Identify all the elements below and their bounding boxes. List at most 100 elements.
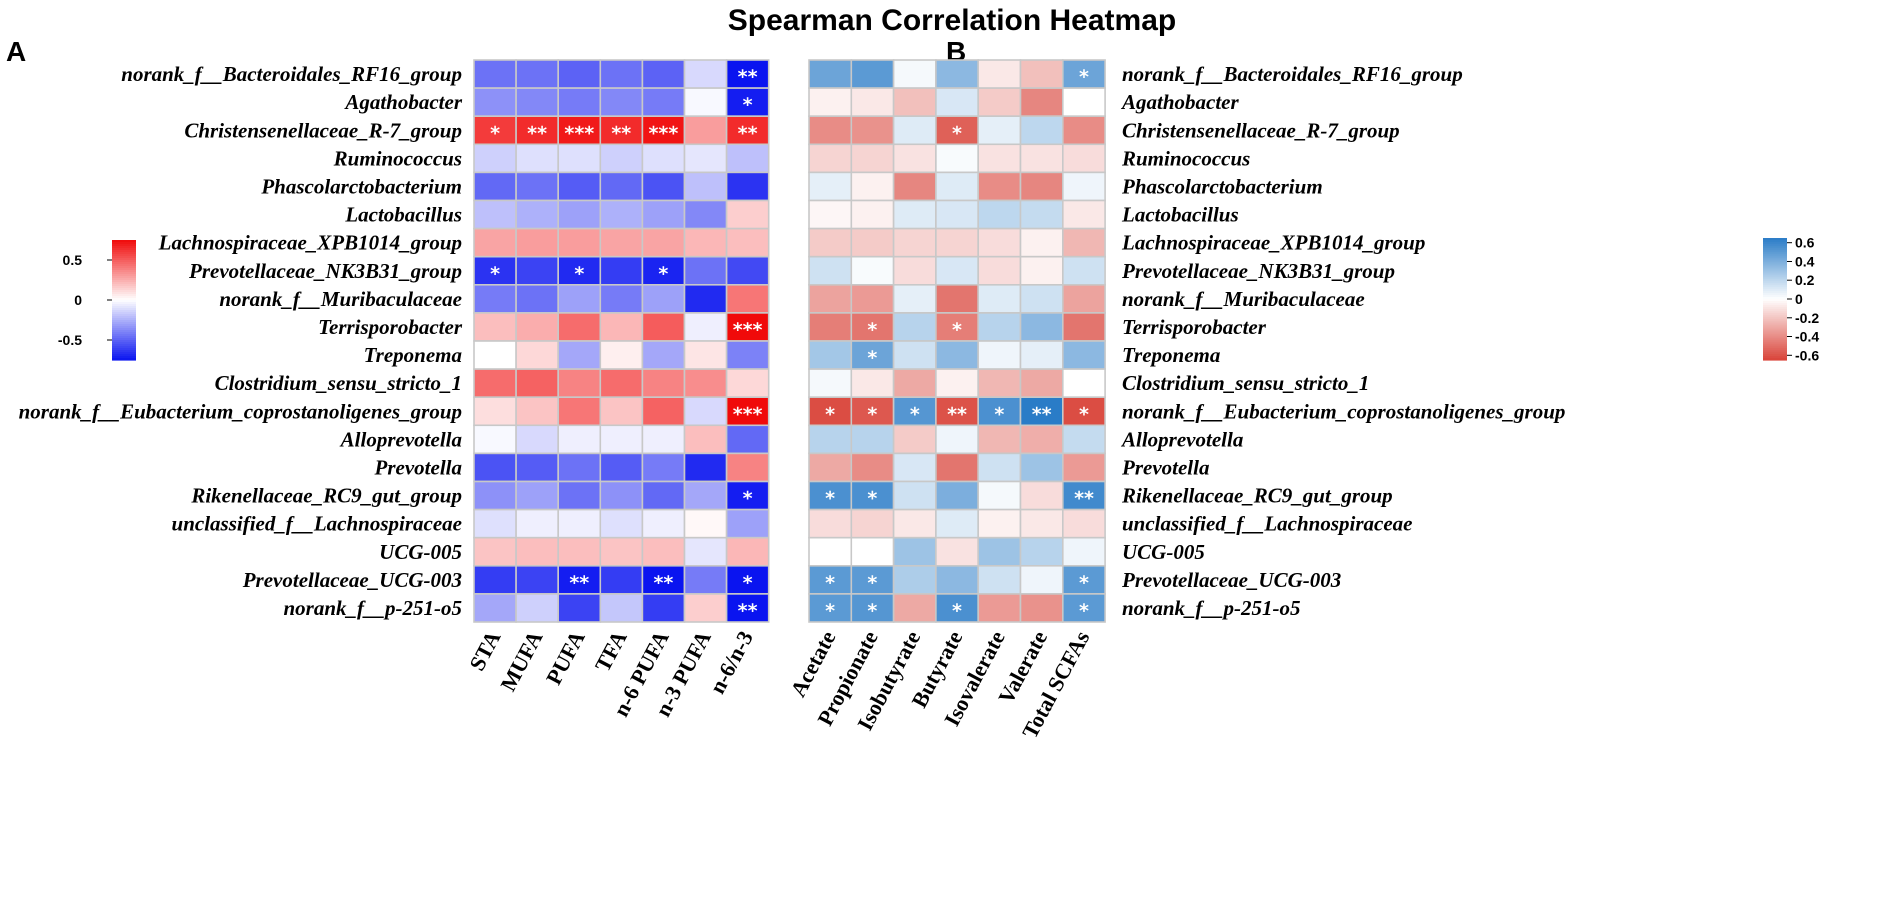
panel-b-cell xyxy=(1019,480,1064,511)
panel-a-cell xyxy=(725,340,770,370)
panel-a-cell xyxy=(473,536,517,567)
panel-a-legend-swatch xyxy=(112,304,136,307)
panel-b-legend-swatch xyxy=(1763,357,1787,361)
panel-a-cell xyxy=(515,508,559,539)
panel-b-cell xyxy=(892,227,937,258)
panel-a-cell xyxy=(725,536,770,567)
panel-b-cell xyxy=(892,340,937,370)
panel-b-cell xyxy=(1019,368,1064,399)
panel-a-legend-swatch xyxy=(112,266,136,269)
panel-a-significance-mark: ** xyxy=(738,600,758,622)
panel-b-significance-mark: ** xyxy=(947,403,967,425)
panel-b-legend-swatch xyxy=(1763,335,1787,339)
panel-b-legend-swatch xyxy=(1763,240,1787,243)
panel-b-cell xyxy=(935,536,980,567)
panel-b-cell xyxy=(1062,424,1106,455)
panel-a-legend-swatch xyxy=(112,294,136,297)
panel-a-row-label-prevotellaceae-ucg-003: Prevotellaceae_UCG-003 xyxy=(242,568,462,592)
panel-b-legend-swatch xyxy=(1763,266,1787,270)
panel-a-cell xyxy=(683,143,728,174)
panel-b-legend-swatch xyxy=(1763,284,1787,288)
panel-b-significance-mark: * xyxy=(1079,66,1089,88)
panel-a-cell xyxy=(557,396,602,427)
panel-b-significance-mark: * xyxy=(910,403,920,425)
panel-a-cell xyxy=(641,424,686,455)
panel-a-cell xyxy=(641,283,686,314)
panel-b-cell xyxy=(1062,368,1106,399)
panel-b-cell xyxy=(935,199,980,230)
panel-a-cell xyxy=(473,480,517,511)
panel-a-cell xyxy=(641,480,686,511)
panel-a-row-label-clostridium-sensu-stricto-1: Clostridium_sensu_stricto_1 xyxy=(215,371,462,395)
panel-b-legend-swatch xyxy=(1763,347,1787,351)
panel-b-cell xyxy=(1019,87,1064,117)
panel-a-significance-mark: *** xyxy=(648,122,678,144)
panel-b-row-label-unclassified-f-lachnospiraceae: unclassified_f__Lachnospiraceae xyxy=(1122,512,1412,536)
panel-b-legend-swatch xyxy=(1763,238,1787,241)
panel-a-cell xyxy=(515,368,559,399)
panel-a-legend-swatch xyxy=(112,254,136,257)
panel-a-cell xyxy=(641,171,686,202)
panel-a-cell xyxy=(515,593,559,623)
panel-b-legend-swatch xyxy=(1763,333,1787,337)
panel-b-cell xyxy=(1062,115,1106,146)
panel-a-cell xyxy=(683,508,728,539)
panel-a-row-label-norank-f-eubacterium-coprostanoligenes-group: norank_f__Eubacterium_coprostanoligenes_… xyxy=(19,399,462,423)
panel-a-cell xyxy=(515,424,559,455)
panel-a-cell xyxy=(599,340,644,370)
panel-a-cell xyxy=(725,396,770,427)
panel-a-row-label-norank-f-p-251-o5: norank_f__p-251-o5 xyxy=(283,596,462,620)
panel-a-cell xyxy=(641,87,686,117)
panel-a-cell xyxy=(515,480,559,511)
panel-a-cell xyxy=(683,199,728,230)
panel-b-significance-mark: * xyxy=(825,572,835,594)
panel-a-cell xyxy=(515,340,559,370)
panel-b-cell xyxy=(1062,171,1106,202)
panel-b-legend-swatch xyxy=(1763,339,1787,343)
panel-b-significance-mark: * xyxy=(867,600,877,622)
panel-b-cell xyxy=(1062,199,1106,230)
panel-a-legend-tick-label: -0.5 xyxy=(58,332,82,348)
panel-b-legend-swatch xyxy=(1763,323,1787,327)
panel-a-cell xyxy=(683,452,728,483)
panel-a-significance-mark: ** xyxy=(653,572,673,594)
panel-b-legend-swatch xyxy=(1763,321,1787,324)
panel-a-legend-swatch xyxy=(112,284,136,287)
panel-a-cell xyxy=(599,564,644,595)
panel-a-legend-swatch xyxy=(112,268,136,271)
panel-a-cell xyxy=(599,424,644,455)
panel-b-cell xyxy=(892,199,937,230)
panel-a-cell xyxy=(473,59,517,89)
panel-a-cell xyxy=(515,564,559,595)
panel-b-cell xyxy=(977,564,1022,595)
panel-b-legend-tick-label: -0.6 xyxy=(1795,347,1819,363)
panel-a-cell xyxy=(557,199,602,230)
panel-b-legend-swatch xyxy=(1763,307,1787,310)
panel-a-legend-swatch xyxy=(112,336,136,339)
panel-b-legend-swatch xyxy=(1763,294,1787,298)
panel-b-cell xyxy=(935,424,980,455)
panel-a-legend-swatch xyxy=(112,242,136,245)
panel-a-cell xyxy=(557,227,602,258)
panel-a-cell xyxy=(599,593,644,623)
panel-b-cell xyxy=(808,199,853,230)
panel-b-cell xyxy=(1062,593,1106,623)
panel-b-row-label-terrisporobacter: Terrisporobacter xyxy=(1122,315,1267,339)
panel-a-cell xyxy=(473,424,517,455)
panel-a-legend-swatch xyxy=(112,262,136,265)
panel-a-cell xyxy=(473,199,517,230)
panel-b-cell xyxy=(1062,87,1106,117)
panel-a-cell xyxy=(725,255,770,286)
panel-a-cell xyxy=(557,143,602,174)
panel-b-significance-mark: * xyxy=(867,347,877,369)
panel-a-row-label-lactobacillus: Lactobacillus xyxy=(344,203,462,227)
panel-a-cell xyxy=(515,227,559,258)
panel-a-significance-mark: * xyxy=(743,94,753,116)
panel-b-significance-mark: * xyxy=(1079,403,1089,425)
panel-a-cell xyxy=(515,199,559,230)
panel-a-cell xyxy=(599,312,644,342)
panel-b-cell xyxy=(850,171,895,202)
panel-a-legend-swatch xyxy=(112,292,136,295)
panel-a-legend-swatch xyxy=(112,338,136,341)
panel-a-column-label-pufa: PUFA xyxy=(541,627,590,689)
